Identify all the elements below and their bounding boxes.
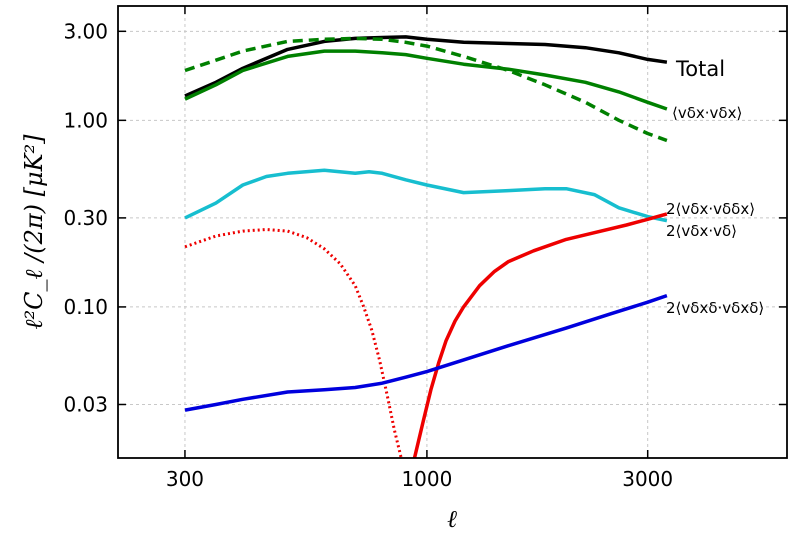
- series-label: 2⟨vδx·vδ⟩: [666, 222, 737, 240]
- series-label: 2⟨vδxδ·vδxδ⟩: [666, 299, 764, 317]
- series-line-6: [184, 293, 668, 412]
- x-tick-label: 300: [166, 467, 204, 491]
- series-label: Total: [675, 57, 725, 81]
- ticks: 300 1000 3000 0.03 0.10 0.30 1.00 3.00: [63, 6, 787, 491]
- series-line-0: [184, 35, 668, 98]
- series-labels: Total ⟨vδx·vδx⟩ 2⟨vδx·vδδx⟩ 2⟨vδx·vδ⟩ 2⟨vδxδ…: [666, 57, 764, 317]
- series-label: ⟨vδx·vδx⟩: [672, 104, 742, 122]
- y-tick-label: 0.10: [63, 295, 108, 319]
- series-line-4: [412, 212, 668, 458]
- y-tick-label: 1.00: [63, 108, 108, 132]
- series-line-3: [184, 168, 668, 223]
- x-axis-label: ℓ: [447, 505, 457, 533]
- y-tick-label: 0.30: [63, 206, 108, 230]
- y-tick-label: 0.03: [63, 392, 108, 416]
- x-tick-label: 3000: [622, 467, 673, 491]
- series-line-1: [184, 49, 668, 111]
- series-label: 2⟨vδx·vδδx⟩: [666, 200, 755, 218]
- series-layer: [184, 35, 668, 458]
- y-tick-label: 3.00: [63, 19, 108, 43]
- plot-frame: [117, 5, 788, 459]
- series-line-5: [184, 228, 403, 458]
- series-line-2: [184, 36, 668, 143]
- y-axis-label: ℓ²C_ℓ /(2π) [μK²]: [20, 134, 48, 330]
- x-tick-label: 1000: [401, 467, 452, 491]
